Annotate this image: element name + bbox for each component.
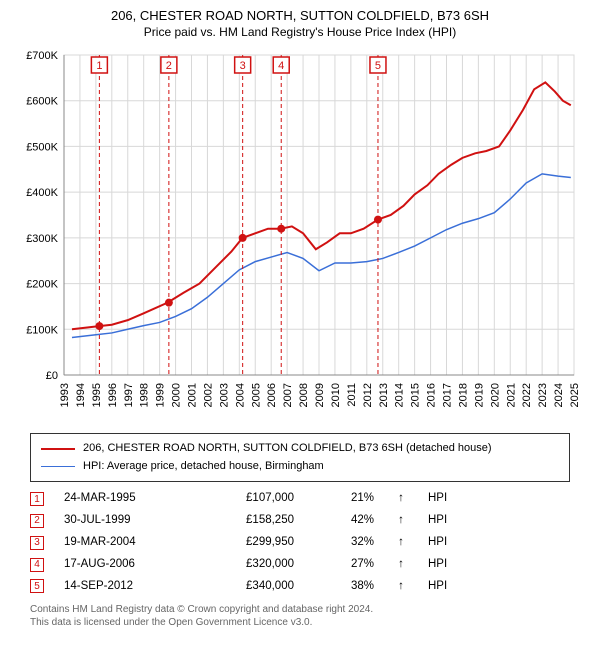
sale-suffix: HPI [428,510,458,532]
footer-line-2: This data is licensed under the Open Gov… [30,616,570,629]
sale-suffix: HPI [428,554,458,576]
sale-suffix: HPI [428,488,458,510]
legend-row-2: HPI: Average price, detached house, Birm… [41,458,559,476]
svg-text:2014: 2014 [394,383,406,407]
sales-table: 1 24-MAR-1995 £107,000 21% ↑ HPI 2 30-JUL-1999 £… [30,488,570,597]
svg-text:2002: 2002 [202,383,214,407]
svg-text:£0: £0 [46,370,58,382]
line-chart-svg: £0 £100K £200K £300K £400K £500K £600K £700K 199… [12,45,588,425]
arrow-up-icon: ↑ [394,532,408,554]
sale-diff: 38% [314,576,374,598]
svg-text:2020: 2020 [489,383,501,407]
sales-row: 4 17-AUG-2006 £320,000 27% ↑ HPI [30,554,570,576]
svg-text:2013: 2013 [378,383,390,407]
sales-row: 3 19-MAR-2004 £299,950 32% ↑ HPI [30,532,570,554]
chart-container: 206, CHESTER ROAD NORTH, SUTTON COLDFIEL… [0,0,600,650]
sale-suffix: HPI [428,532,458,554]
sale-suffix: HPI [428,576,458,598]
legend-swatch-1 [41,448,75,450]
svg-text:1994: 1994 [75,383,87,407]
svg-text:2011: 2011 [346,383,358,407]
arrow-up-icon: ↑ [394,510,408,532]
sale-diff: 42% [314,510,374,532]
sale-date: 17-AUG-2006 [64,554,184,576]
svg-text:2023: 2023 [537,383,549,407]
svg-text:2016: 2016 [426,383,438,407]
svg-text:2024: 2024 [553,383,565,407]
sales-row: 1 24-MAR-1995 £107,000 21% ↑ HPI [30,488,570,510]
sale-diff: 32% [314,532,374,554]
legend-swatch-2 [41,466,75,468]
legend-label-2: HPI: Average price, detached house, Birm… [83,458,324,476]
svg-text:3: 3 [240,60,246,72]
svg-text:2009: 2009 [314,383,326,407]
legend: 206, CHESTER ROAD NORTH, SUTTON COLDFIEL… [30,433,570,482]
arrow-up-icon: ↑ [394,488,408,510]
sale-diff: 27% [314,554,374,576]
sale-marker-icon: 3 [30,536,44,550]
svg-text:1995: 1995 [91,383,103,407]
svg-text:2: 2 [166,60,172,72]
chart-subtitle: Price paid vs. HM Land Registry's House … [12,25,588,39]
svg-text:2018: 2018 [457,383,469,407]
sale-diff: 21% [314,488,374,510]
sale-price: £107,000 [204,488,294,510]
svg-text:£100K: £100K [26,324,58,336]
svg-text:1996: 1996 [107,383,119,407]
sale-price: £340,000 [204,576,294,598]
arrow-up-icon: ↑ [394,554,408,576]
sale-marker-icon: 1 [30,492,44,506]
svg-text:1997: 1997 [123,383,135,407]
svg-text:2006: 2006 [266,383,278,407]
legend-row-1: 206, CHESTER ROAD NORTH, SUTTON COLDFIEL… [41,440,559,458]
svg-text:2008: 2008 [298,383,310,407]
svg-text:2001: 2001 [187,383,199,407]
svg-text:2015: 2015 [410,383,422,407]
footer: Contains HM Land Registry data © Crown c… [30,603,570,629]
svg-text:£400K: £400K [26,187,58,199]
svg-text:2019: 2019 [473,383,485,407]
sale-date: 30-JUL-1999 [64,510,184,532]
sale-price: £158,250 [204,510,294,532]
svg-text:5: 5 [375,60,381,72]
svg-text:£500K: £500K [26,141,58,153]
sale-marker-icon: 5 [30,579,44,593]
sales-row: 2 30-JUL-1999 £158,250 42% ↑ HPI [30,510,570,532]
title-block: 206, CHESTER ROAD NORTH, SUTTON COLDFIEL… [12,8,588,39]
svg-text:1998: 1998 [139,383,151,407]
sale-price: £320,000 [204,554,294,576]
svg-text:2012: 2012 [362,383,374,407]
legend-label-1: 206, CHESTER ROAD NORTH, SUTTON COLDFIEL… [83,440,492,458]
svg-text:£700K: £700K [26,50,58,62]
sale-date: 24-MAR-1995 [64,488,184,510]
svg-text:2017: 2017 [442,383,454,407]
svg-text:2021: 2021 [505,383,517,407]
sale-price: £299,950 [204,532,294,554]
svg-text:1: 1 [96,60,102,72]
chart-area: £0 £100K £200K £300K £400K £500K £600K £700K 199… [12,45,588,425]
svg-text:2005: 2005 [250,383,262,407]
svg-text:2003: 2003 [218,383,230,407]
sales-row: 5 14-SEP-2012 £340,000 38% ↑ HPI [30,576,570,598]
svg-text:2025: 2025 [569,383,581,407]
svg-text:1993: 1993 [59,383,71,407]
svg-text:£200K: £200K [26,279,58,291]
sale-marker-icon: 4 [30,558,44,572]
chart-title: 206, CHESTER ROAD NORTH, SUTTON COLDFIEL… [12,8,588,23]
svg-text:2010: 2010 [330,383,342,407]
sale-date: 19-MAR-2004 [64,532,184,554]
svg-text:2004: 2004 [234,383,246,407]
sale-date: 14-SEP-2012 [64,576,184,598]
footer-line-1: Contains HM Land Registry data © Crown c… [30,603,570,616]
svg-text:2000: 2000 [171,383,183,407]
svg-text:£600K: £600K [26,96,58,108]
svg-text:2007: 2007 [282,383,294,407]
svg-text:4: 4 [278,60,284,72]
svg-text:2022: 2022 [521,383,533,407]
arrow-up-icon: ↑ [394,576,408,598]
sale-marker-icon: 2 [30,514,44,528]
svg-text:1999: 1999 [155,383,167,407]
svg-text:£300K: £300K [26,233,58,245]
